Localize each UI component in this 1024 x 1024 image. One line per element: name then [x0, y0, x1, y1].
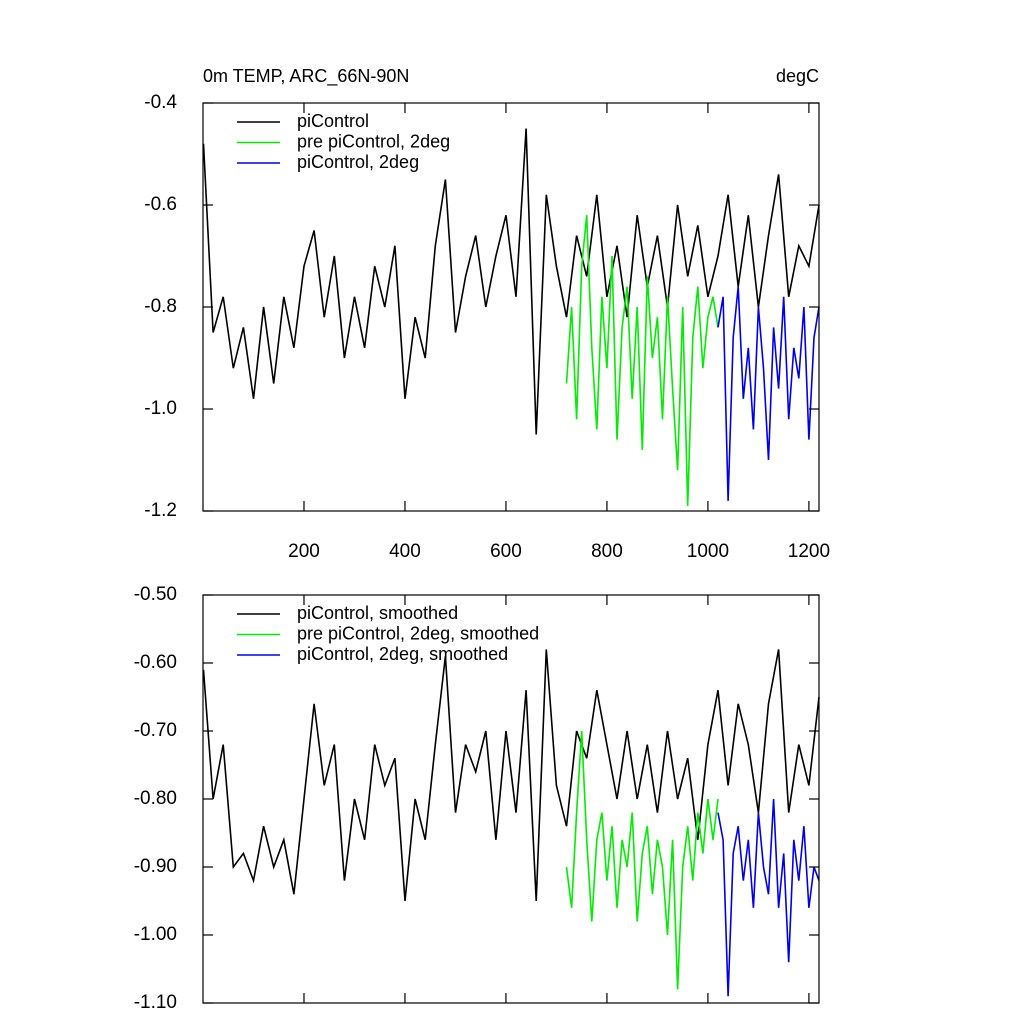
- y-tick-label: -0.50: [134, 584, 177, 605]
- legend-label: piControl, smoothed: [297, 603, 458, 623]
- data-line: [717, 798, 820, 997]
- y-tick-label: -0.70: [134, 720, 177, 741]
- legend-label: pre piControl, 2deg: [297, 131, 450, 151]
- data-line: [202, 649, 820, 902]
- y-tick-label: -0.90: [134, 856, 177, 877]
- y-tick-label: -1.00: [134, 924, 177, 945]
- y-tick-label: -0.8: [144, 296, 177, 317]
- legend-label: pre piControl, 2deg, smoothed: [297, 623, 539, 643]
- y-tick-label: -1.2: [144, 500, 177, 521]
- y-tick-label: -0.6: [144, 194, 177, 215]
- legend-label: piControl, 2deg, smoothed: [297, 644, 508, 664]
- legend-label: piControl: [297, 111, 369, 131]
- data-line: [202, 128, 820, 435]
- y-tick-label: -0.4: [144, 92, 177, 113]
- x-tick-label: 400: [389, 541, 421, 562]
- data-line: [565, 730, 719, 990]
- chart-title: 0m TEMP, ARC_66N-90N: [203, 66, 409, 87]
- units-label: degC: [776, 66, 819, 86]
- legend-label: piControl, 2deg: [297, 152, 419, 172]
- y-tick-label: -0.80: [134, 788, 177, 809]
- data-line: [717, 286, 820, 501]
- x-tick-label: 800: [591, 541, 623, 562]
- x-tick-label: 1200: [788, 541, 830, 562]
- data-line: [565, 215, 719, 506]
- x-tick-label: 1000: [687, 541, 729, 562]
- y-tick-label: -1.0: [144, 398, 177, 419]
- x-tick-label: 600: [490, 541, 522, 562]
- y-tick-label: -1.10: [134, 992, 177, 1013]
- y-tick-label: -0.60: [134, 652, 177, 673]
- x-tick-label: 200: [288, 541, 320, 562]
